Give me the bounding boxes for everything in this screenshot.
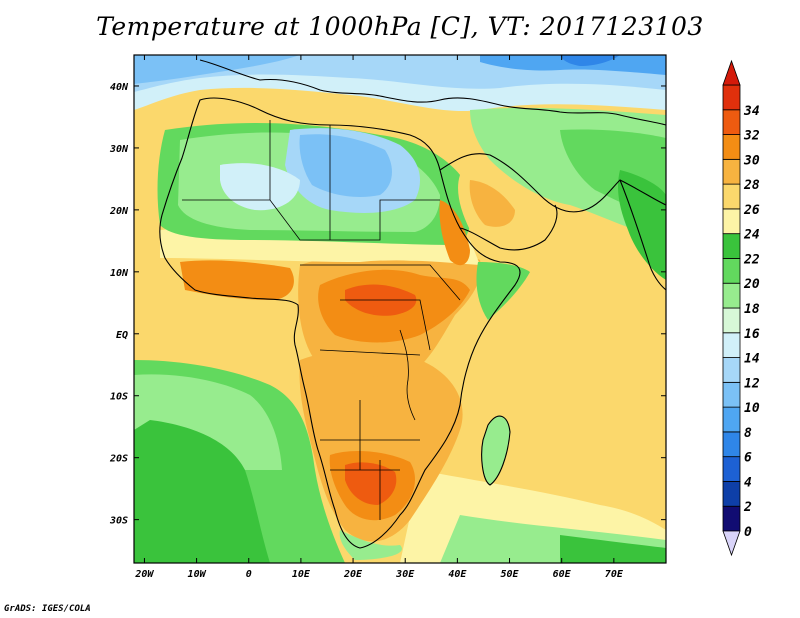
colorbar-swatch — [722, 381, 741, 408]
colorbar-level-label: 6 — [744, 451, 752, 466]
colorbar-level-label: 24 — [743, 228, 760, 243]
lon-tick-label: 40E — [448, 569, 467, 580]
lon-tick-label: 60E — [553, 569, 572, 580]
colorbar-level-label: 12 — [744, 376, 760, 391]
lon-tick-label: 20W — [134, 569, 154, 580]
colorbar-low-triangle — [722, 530, 741, 557]
lon-tick-label: 30E — [395, 569, 415, 580]
map-title: Temperature at 1000hPa [C], VT: 20171231… — [96, 12, 704, 41]
colorbar-swatch — [722, 183, 741, 210]
colorbar-swatch — [722, 208, 741, 235]
lon-tick-label: 50E — [500, 569, 519, 580]
colorbar-swatch — [722, 282, 741, 309]
colorbar-swatch — [722, 505, 741, 532]
colorbar-level-label: 22 — [743, 252, 760, 267]
colorbar-level-label: 32 — [743, 129, 760, 144]
africa-coastline — [159, 97, 521, 549]
colorbar-level-label: 4 — [744, 475, 752, 490]
lat-tick-label: 10N — [110, 268, 129, 279]
colorbar-high-triangle — [722, 59, 741, 86]
colorbar-swatch — [722, 431, 741, 458]
colorbar-swatch — [722, 109, 741, 135]
lon-tick-label: 10W — [188, 569, 207, 580]
colorbar-level-label: 14 — [744, 352, 760, 367]
colorbar-swatch — [722, 481, 741, 507]
lat-tick-label: 30S — [109, 516, 128, 527]
temperature-field — [134, 55, 666, 563]
colorbar-swatch — [722, 258, 741, 284]
colorbar-level-label: 16 — [744, 327, 760, 342]
colorbar-level-label: 34 — [743, 104, 760, 119]
colorbar-swatch — [722, 134, 741, 160]
lat-tick-label: 20S — [109, 454, 128, 465]
colorbar-swatch — [722, 332, 741, 358]
lat-tick-label: 10S — [110, 392, 128, 403]
colorbar-swatch — [722, 84, 741, 111]
colorbar-swatch — [722, 357, 741, 383]
lon-tick-label: 70E — [605, 569, 624, 580]
colorbar-level-label: 10 — [744, 401, 760, 416]
lon-tick-label: 10E — [292, 569, 311, 580]
lat-tick-label: 30N — [109, 144, 129, 155]
colorbar-level-label: 26 — [743, 203, 760, 218]
colorbar-swatch — [722, 406, 741, 433]
colorbar-level-label: 0 — [744, 525, 752, 540]
colorbar-level-label: 18 — [744, 302, 760, 317]
coastlines — [159, 59, 666, 549]
colorbar-swatch — [722, 456, 741, 482]
longitude-axis: 20W 10W 0 10E 20E 30E 40E 50E 60E 70E — [134, 55, 624, 580]
grads-credit: GrADS: IGES/COLA — [4, 604, 91, 614]
lon-tick-label: 0 — [246, 569, 252, 580]
colorbar-level-label: 30 — [743, 153, 760, 168]
lat-tick-label: 40N — [110, 82, 129, 93]
plot-frame — [133, 54, 667, 564]
colorbar-level-label: 8 — [744, 426, 752, 441]
lat-tick-label: EQ — [116, 330, 128, 341]
colorbar-swatch — [722, 158, 741, 185]
lon-tick-label: 20E — [343, 569, 363, 580]
colorbar-swatch — [722, 307, 741, 334]
colorbar-level-label: 28 — [743, 178, 760, 193]
latitude-axis: 40N 30N 20N 10N EQ 10S 20S 30S — [109, 82, 666, 527]
colorbar-level-label: 20 — [743, 277, 760, 292]
colorbar-level-label: 2 — [743, 500, 752, 515]
colorbar-swatch — [722, 233, 741, 259]
lat-tick-label: 20N — [109, 206, 129, 217]
